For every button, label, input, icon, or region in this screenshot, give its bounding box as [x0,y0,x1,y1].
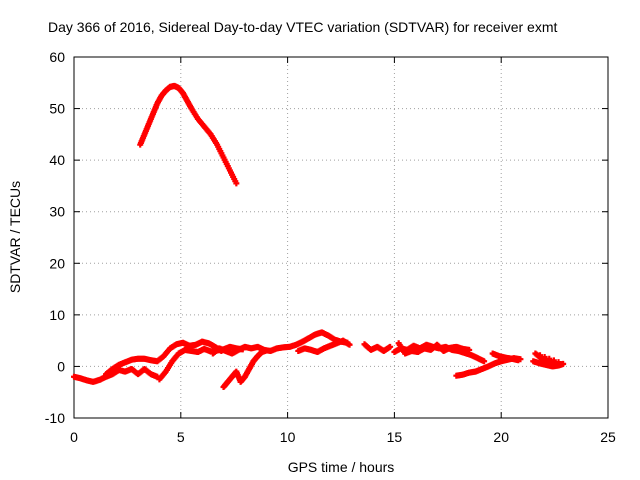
series-arc-mid-b [295,337,353,355]
data-point [387,343,394,350]
data-point [346,341,353,348]
x-tick-label: 25 [600,429,616,445]
x-axis-label: GPS time / hours [288,459,395,475]
y-tick-label: 10 [49,307,65,323]
ticks [73,56,609,419]
series-arc-dip [220,347,270,391]
x-tick-label: 20 [493,429,509,445]
x-tick-label: 10 [280,429,296,445]
data-point [466,346,473,353]
y-tick-label: 40 [49,152,65,168]
series-arc-high [137,82,240,187]
data-point [551,359,558,366]
data-point [481,358,488,365]
series-arc-late [530,350,567,370]
y-tick-label: 30 [49,204,65,220]
y-tick-label: -10 [45,410,65,426]
plot-frame [73,56,609,419]
y-tick-label: 20 [49,255,65,271]
x-tick-label: 15 [387,429,403,445]
data-point [560,360,567,367]
series-arc-14 [361,341,394,354]
data-point [233,180,240,187]
y-axis-label: SDTVAR / TECUs [7,181,23,293]
chart-title: Day 366 of 2016, Sidereal Day-to-day VTE… [48,19,557,35]
series-arc-morning [71,366,161,385]
x-tick-label: 5 [177,429,185,445]
data-markers [71,82,567,391]
series-arc-20 [489,350,522,364]
data-point [515,357,522,364]
y-tick-label: 0 [57,358,65,374]
y-tick-label: 60 [49,49,65,65]
grid [74,57,608,418]
tick-labels: 0 5 10 15 20 25 -10 0 10 20 30 40 50 60 [45,49,616,445]
y-tick-label: 50 [49,101,65,117]
x-tick-label: 0 [70,429,78,445]
series-arc-afternoon-b [395,340,473,357]
